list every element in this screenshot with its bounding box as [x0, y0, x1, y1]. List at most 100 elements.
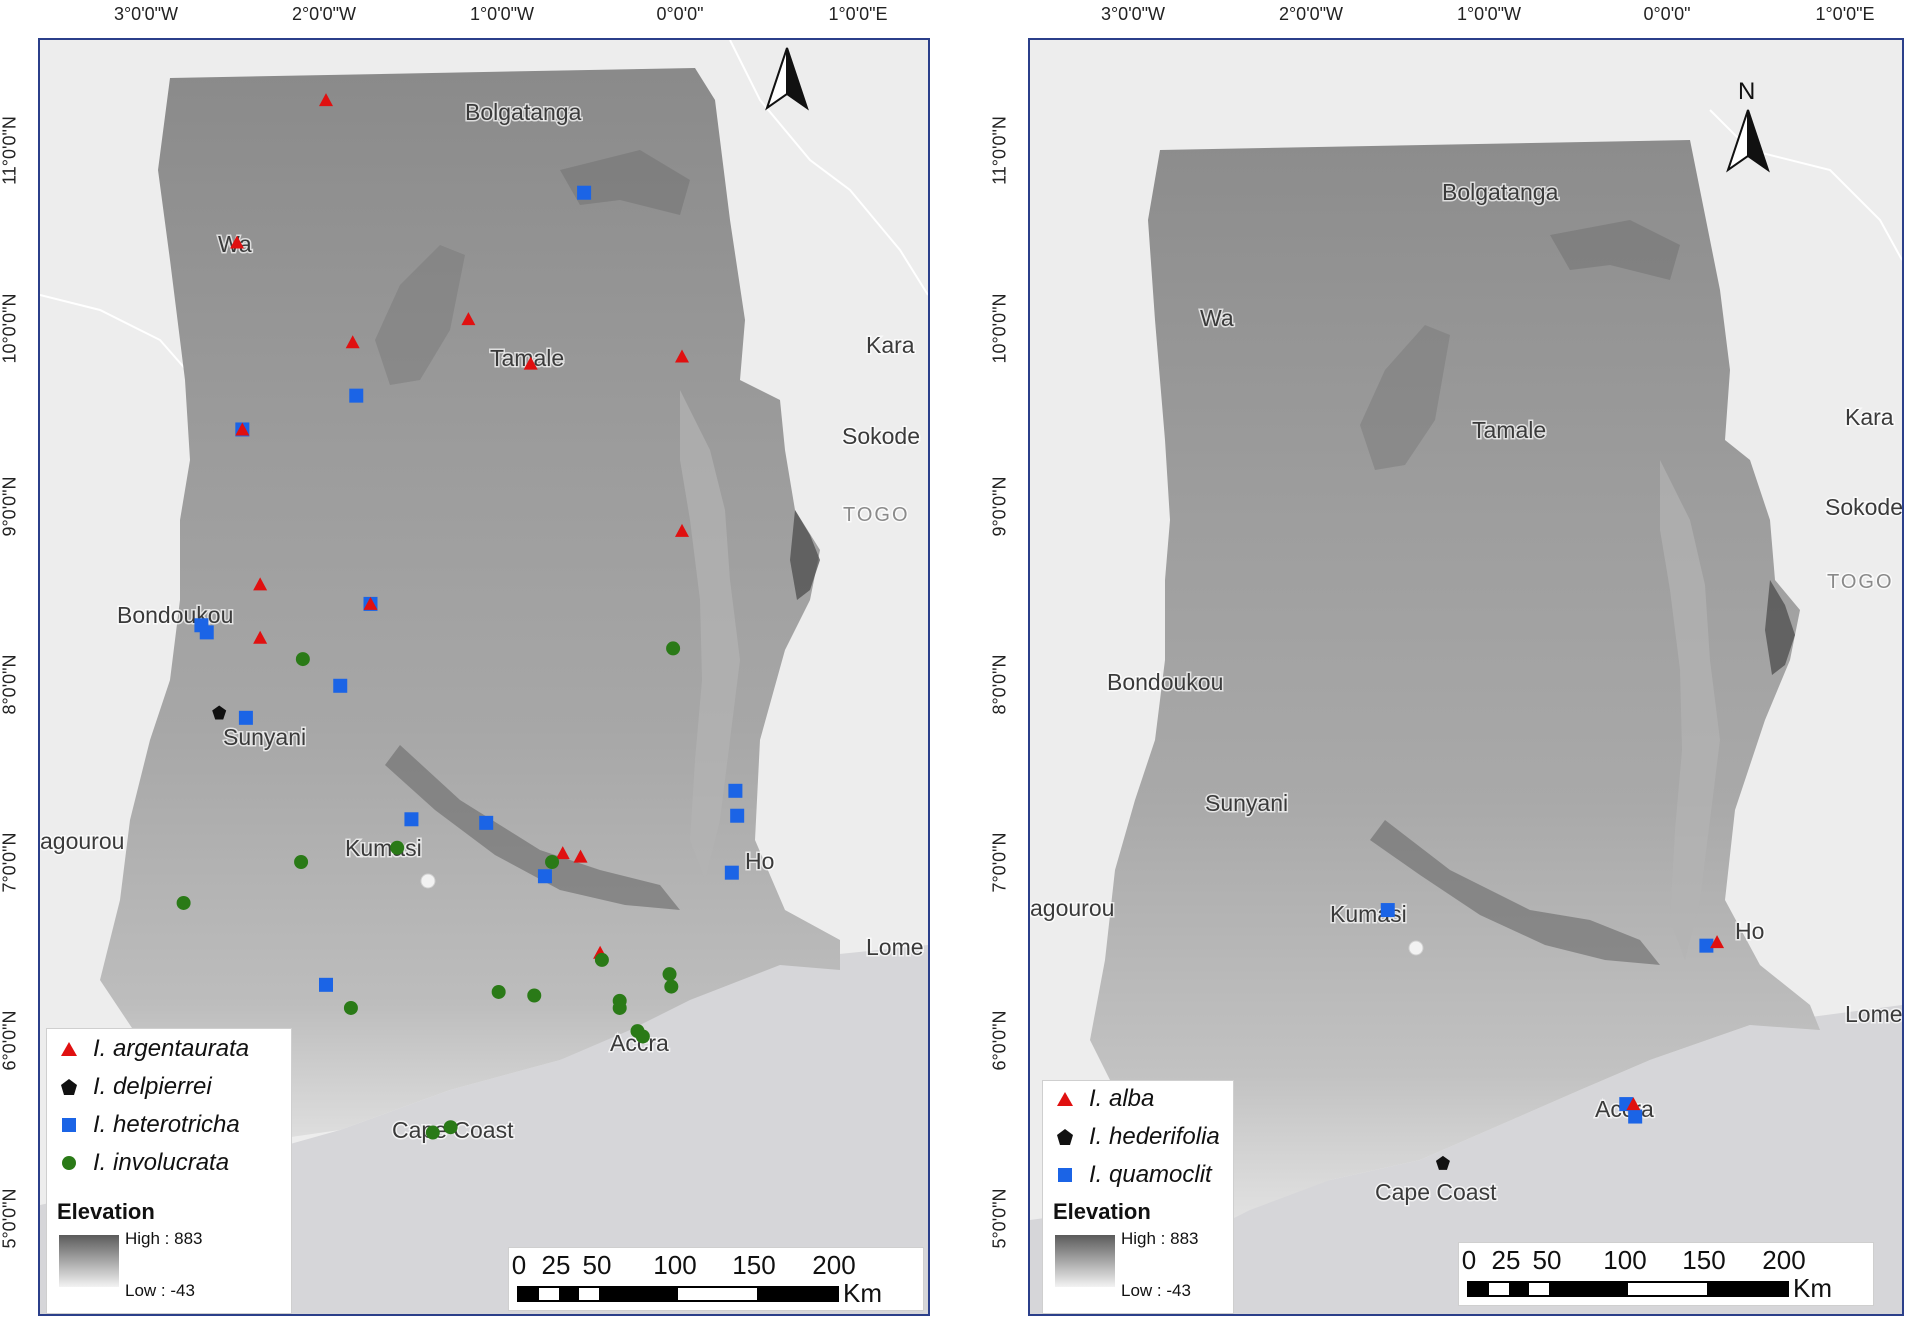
top-tick-label: 1°0'0"E: [828, 4, 888, 24]
top-tick-label: 2°0'0"W: [291, 4, 357, 24]
left-tick-label: 6°0'0"N: [989, 1010, 1010, 1071]
occurrence-point: [675, 349, 689, 363]
occurrence-point: [728, 783, 743, 798]
scale-label: 200: [812, 1250, 856, 1280]
occurrence-point: [573, 849, 588, 863]
occurrence-point: [675, 523, 689, 537]
occurrence-point: [363, 596, 378, 610]
city-label-wa: Wa: [1200, 305, 1234, 331]
occurrence-point: [491, 984, 506, 999]
legend-item: I. delpierrei: [57, 1071, 212, 1103]
left-tick-label: 9°0'0"N: [0, 476, 20, 537]
escarpment-ridge: [385, 745, 680, 910]
left-tick-label: 8°0'0"N: [0, 654, 20, 715]
legend-label: I. heterotricha: [93, 1111, 240, 1138]
occurrence-point: [345, 335, 360, 349]
legend-label: I. involucrata: [93, 1149, 230, 1176]
occurrence-point: [390, 840, 405, 855]
city-label-bolgatanga: Bolgatanga: [1442, 179, 1559, 205]
occurrence-point: [666, 641, 681, 656]
pentagon-icon: [57, 1075, 81, 1099]
scale-label: 0: [1461, 1245, 1477, 1275]
occurrence-point: [479, 815, 494, 830]
city-label-kumasi: Kumasi: [345, 835, 422, 861]
occurrence-point: [253, 630, 268, 644]
legend-label: I. delpierrei: [93, 1073, 212, 1100]
top-tick-label: 3°0'0"W: [1100, 4, 1166, 24]
circle-icon: [57, 1151, 81, 1175]
sea: [1030, 1005, 1902, 1314]
eastern-dark-band: [790, 510, 820, 600]
triangle-icon: [1053, 1087, 1077, 1111]
occurrence-point: [523, 356, 538, 370]
occurrence-point: [1699, 938, 1714, 953]
occurrence-point: [1710, 935, 1725, 949]
city-label-sokode: Sokode: [842, 423, 920, 449]
left-map-panel: 3°0'0"W 2°0'0"W 1°0'0"W 0°0'0" 1°0'0"E 1…: [0, 0, 940, 1321]
map-canvas: Bolgatanga Wa Tamale Kara Sokode TOGO Bo…: [1030, 40, 1902, 1314]
elevation-low-label: Low : -43: [1121, 1281, 1191, 1300]
scale-label: 150: [1682, 1245, 1726, 1275]
left-tick-label: 7°0'0"N: [989, 832, 1010, 893]
scale-bar: 0 25 50 100 150 200 Km: [508, 1247, 924, 1311]
occurrence-point: [537, 869, 552, 884]
occurrence-point: [1435, 1155, 1450, 1170]
occurrence-point: [527, 988, 542, 1003]
northern-ridge: [560, 150, 690, 215]
left-tick-label: 11°0'0"N: [989, 116, 1010, 185]
map-frame: Bolgatanga Wa Tamale Kara Sokode TOGO Bo…: [1028, 38, 1904, 1316]
kumasi-marker: [1408, 940, 1424, 956]
city-label-agourou: agourou: [1030, 895, 1114, 921]
occurrence-point: [724, 865, 739, 880]
city-label-agourou: agourou: [40, 828, 124, 854]
occurrence-point: [662, 967, 677, 982]
scale-label: 100: [1603, 1245, 1647, 1275]
city-label-tamale: Tamale: [490, 345, 564, 371]
legend-label: I. alba: [1089, 1085, 1155, 1112]
country-border: [40, 294, 196, 381]
legend-item: I. involucrata: [57, 1147, 229, 1179]
left-tick-label: 6°0'0"N: [0, 1010, 20, 1071]
scale-bar-graphic: [517, 1286, 839, 1302]
left-tick-label: 10°0'0"N: [0, 293, 20, 364]
occurrence-point: [425, 1125, 440, 1140]
occurrence-point: [594, 952, 609, 967]
city-label-kara: Kara: [866, 332, 915, 358]
country-label-togo: TOGO: [843, 504, 910, 526]
western-ridge: [375, 245, 465, 385]
occurrence-point: [1380, 903, 1395, 918]
left-tick-label: 10°0'0"N: [989, 293, 1010, 364]
northern-ridge: [1550, 220, 1680, 280]
scale-label: 150: [732, 1250, 776, 1280]
occurrence-point: [1626, 1097, 1641, 1111]
scale-bar-graphic: [1467, 1281, 1789, 1297]
triangle-icon: [57, 1037, 81, 1061]
occurrence-point: [461, 312, 476, 326]
occurrence-point: [349, 388, 364, 403]
right-map-panel: 3°0'0"W 2°0'0"W 1°0'0"W 0°0'0" 1°0'0"E 1…: [990, 0, 1917, 1321]
city-label-bondoukou: Bondoukou: [1107, 669, 1223, 695]
occurrence-points: [176, 93, 745, 1140]
city-label-lome: Lome: [866, 934, 924, 960]
left-tick-label: 5°0'0"N: [0, 1188, 20, 1249]
city-label-lome: Lome: [1845, 1001, 1902, 1027]
elevation-title: Elevation: [57, 1199, 155, 1224]
city-label-bolgatanga: Bolgatanga: [465, 99, 582, 125]
legend: I. argentaurata I. delpierrei I. heterot…: [46, 1028, 292, 1314]
elevation-gradient: [1055, 1235, 1115, 1287]
occurrence-point: [612, 1000, 627, 1015]
scale-unit: Km: [843, 1278, 882, 1308]
city-labels: Bolgatanga Wa Tamale Kara Sokode TOGO Bo…: [1030, 178, 1902, 1207]
city-label-bondoukou: Bondoukou: [117, 602, 233, 628]
city-label-ho: Ho: [745, 848, 774, 874]
scale-bar: 0 25 50 100 150 200 Km: [1458, 1242, 1874, 1306]
top-tick-label: 1°0'0"W: [1456, 4, 1522, 24]
square-icon: [57, 1113, 81, 1137]
country-border: [729, 40, 928, 296]
country-label-togo: TOGO: [1827, 571, 1894, 593]
occurrence-point: [343, 1000, 358, 1015]
legend-item: I. alba: [1053, 1083, 1154, 1115]
city-label-ho: Ho: [1735, 918, 1764, 944]
occurrence-point: [212, 705, 227, 720]
top-tick-label: 0°0'0": [656, 4, 704, 24]
